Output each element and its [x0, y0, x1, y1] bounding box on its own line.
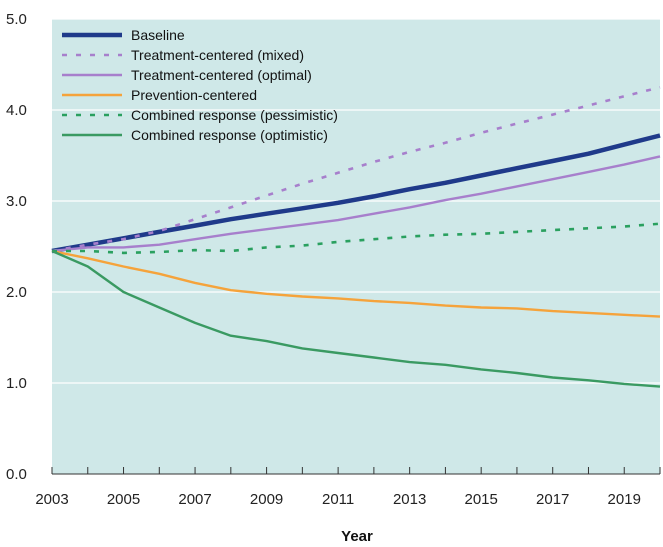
legend-label: Treatment-centered (mixed) [131, 47, 304, 63]
x-tick-label: 2005 [107, 491, 140, 508]
x-axis-title: Year [341, 528, 373, 545]
legend: Baseline Treatment-centered (mixed) Treatm… [62, 27, 338, 143]
legend-label: Prevention-centered [131, 87, 257, 103]
y-tick-label: 1.0 [6, 375, 27, 392]
x-tick-label: 2013 [393, 491, 426, 508]
x-tick-label: 2015 [464, 491, 497, 508]
x-tick-label: 2019 [608, 491, 641, 508]
series-lines [51, 86, 661, 388]
series-line-prevention-centered [51, 249, 661, 318]
series-line-combined-response-optimistic [51, 249, 661, 388]
legend-label: Treatment-centered (optimal) [131, 67, 312, 83]
x-tick-label: 2007 [178, 491, 211, 508]
x-tick-label: 2009 [250, 491, 283, 508]
y-tick-label: 3.0 [6, 193, 27, 210]
axes: 0.0 1.0 2.0 3.0 4.0 5.0 2003 2005 2007 2009 2011 20… [6, 11, 661, 508]
legend-label: Combined response (pessimistic) [131, 107, 338, 123]
plot-background [52, 19, 660, 474]
y-tick-label: 2.0 [6, 284, 27, 301]
y-tick-label: 4.0 [6, 102, 27, 119]
legend-label: Combined response (optimistic) [131, 127, 328, 143]
x-tick-label: 2011 [322, 491, 354, 508]
legend-label: Baseline [131, 27, 185, 43]
x-tick-label: 2017 [536, 491, 569, 508]
y-tick-label: 0.0 [6, 466, 27, 483]
series-line-treatment-centered-optimal [51, 155, 661, 253]
series-line-combined-response-pessimistic [52, 222, 661, 255]
y-tick-label: 5.0 [6, 11, 27, 28]
x-tick-label: 2003 [35, 491, 68, 508]
